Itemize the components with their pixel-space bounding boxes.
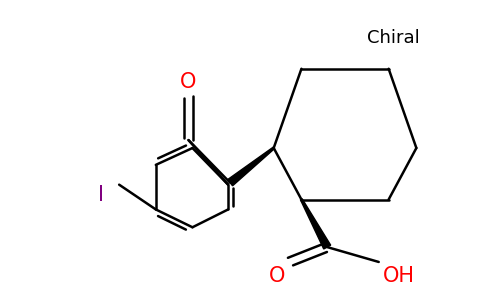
Text: Chiral: Chiral xyxy=(367,29,420,47)
Text: O: O xyxy=(269,266,286,286)
Text: O: O xyxy=(181,71,197,92)
Polygon shape xyxy=(227,147,274,186)
Text: I: I xyxy=(98,184,105,205)
Polygon shape xyxy=(301,199,331,249)
Text: OH: OH xyxy=(383,266,415,286)
